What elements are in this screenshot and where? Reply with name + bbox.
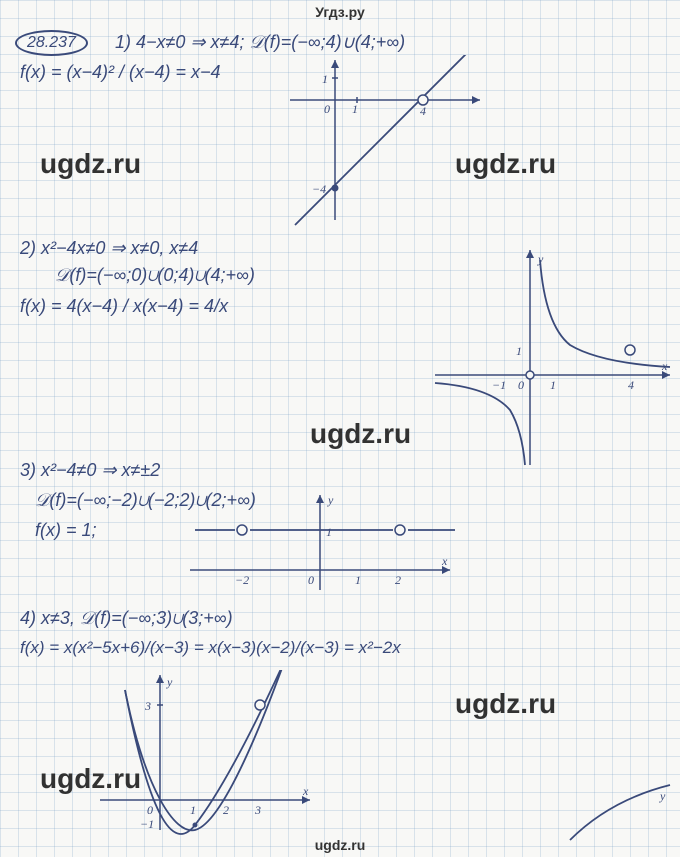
svg-text:−1: −1 xyxy=(140,817,154,831)
svg-text:2: 2 xyxy=(223,803,229,817)
svg-text:−2: −2 xyxy=(235,573,249,587)
p3-condition: 3) x²−4≠0 ⇒ x≠±2 xyxy=(20,460,160,481)
svg-text:x: x xyxy=(441,554,448,568)
svg-text:0: 0 xyxy=(324,102,330,116)
watermark: ugdz.ru xyxy=(310,418,411,450)
problem-number-badge: 28.237 xyxy=(15,30,88,56)
svg-text:2: 2 xyxy=(395,573,401,587)
svg-text:4: 4 xyxy=(420,104,426,118)
svg-text:1: 1 xyxy=(322,72,328,86)
svg-text:−4: −4 xyxy=(312,182,326,196)
p4-condition: 4) x≠3, 𝒟(f)=(−∞;3)∪(3;+∞) xyxy=(20,608,233,629)
svg-text:1: 1 xyxy=(326,525,332,539)
p3-chart: 0 −2 1 2 1 x y xyxy=(180,490,470,600)
svg-text:−1: −1 xyxy=(492,378,506,392)
svg-text:1: 1 xyxy=(190,803,196,817)
svg-text:1: 1 xyxy=(352,102,358,116)
svg-text:y: y xyxy=(327,493,334,507)
site-header: Угдз.ру xyxy=(0,0,680,24)
svg-text:0: 0 xyxy=(308,573,314,587)
p1-condition: 1) 4−x≠0 ⇒ x≠4; 𝒟(f)=(−∞;4)∪(4;+∞) xyxy=(115,32,405,53)
svg-text:0: 0 xyxy=(518,378,524,392)
p1-function: f(x) = (x−4)² / (x−4) = x−4 xyxy=(20,62,221,83)
p4-chart: 0 1 2 3 −1 3 x y xyxy=(95,670,325,840)
watermark: ugdz.ru xyxy=(40,148,141,180)
svg-text:y: y xyxy=(166,675,173,689)
p2-condition: 2) x²−4x≠0 ⇒ x≠0, x≠4 xyxy=(20,238,198,259)
p4-function: f(x) = x(x²−5x+6)/(x−3) = x(x−3)(x−2)/(x… xyxy=(20,638,401,658)
svg-text:x: x xyxy=(302,784,309,798)
svg-text:1: 1 xyxy=(516,344,522,358)
site-footer: ugdz.ru xyxy=(0,833,680,857)
p2-function: f(x) = 4(x−4) / x(x−4) = 4/x xyxy=(20,296,228,317)
svg-text:1: 1 xyxy=(550,378,556,392)
p1-chart: 0 1 1 −4 4 xyxy=(280,55,500,230)
p3-function: f(x) = 1; xyxy=(35,520,97,541)
svg-text:1: 1 xyxy=(355,573,361,587)
watermark: ugdz.ru xyxy=(455,688,556,720)
p2-chart: 0 −1 1 4 1 4 y x xyxy=(430,245,680,475)
svg-text:3: 3 xyxy=(144,699,151,713)
svg-text:y: y xyxy=(659,789,666,803)
p2-domain: 𝒟(f)=(−∞;0)∪(0;4)∪(4;+∞) xyxy=(55,265,255,286)
svg-text:0: 0 xyxy=(147,803,153,817)
svg-text:3: 3 xyxy=(254,803,261,817)
svg-text:4: 4 xyxy=(628,378,634,392)
